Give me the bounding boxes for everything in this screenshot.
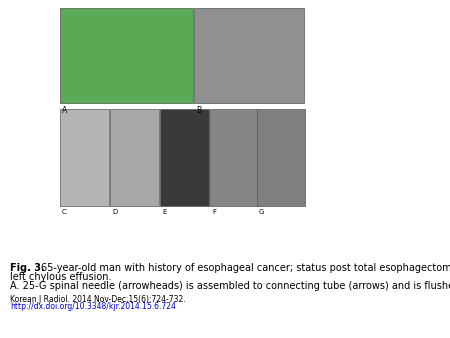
Text: G: G <box>259 209 265 215</box>
Text: A. 25-G spinal needle (arrowheads) is assembled to connecting tube (arrows) and : A. 25-G spinal needle (arrowheads) is as… <box>10 281 450 291</box>
Text: 65-year-old man with history of esophageal cancer; status post total esophagecto: 65-year-old man with history of esophage… <box>41 263 450 273</box>
Bar <box>210 109 259 206</box>
Text: B: B <box>196 106 201 115</box>
Text: D: D <box>112 209 117 215</box>
Bar <box>110 109 159 206</box>
Text: Fig. 3.: Fig. 3. <box>10 263 45 273</box>
Bar <box>60 8 193 103</box>
Text: C: C <box>62 209 67 215</box>
Bar <box>257 109 305 206</box>
Text: Korean J Radiol. 2014 Nov-Dec;15(6):724-732.: Korean J Radiol. 2014 Nov-Dec;15(6):724-… <box>10 295 185 304</box>
Text: http://dx.doi.org/10.3348/kjr.2014.15.6.724: http://dx.doi.org/10.3348/kjr.2014.15.6.… <box>10 302 176 311</box>
Text: F: F <box>212 209 216 215</box>
Bar <box>60 109 109 206</box>
Text: left chylous effusion.: left chylous effusion. <box>10 272 112 282</box>
Bar <box>160 109 209 206</box>
Text: A: A <box>62 106 67 115</box>
Bar <box>194 8 304 103</box>
Text: E: E <box>162 209 166 215</box>
